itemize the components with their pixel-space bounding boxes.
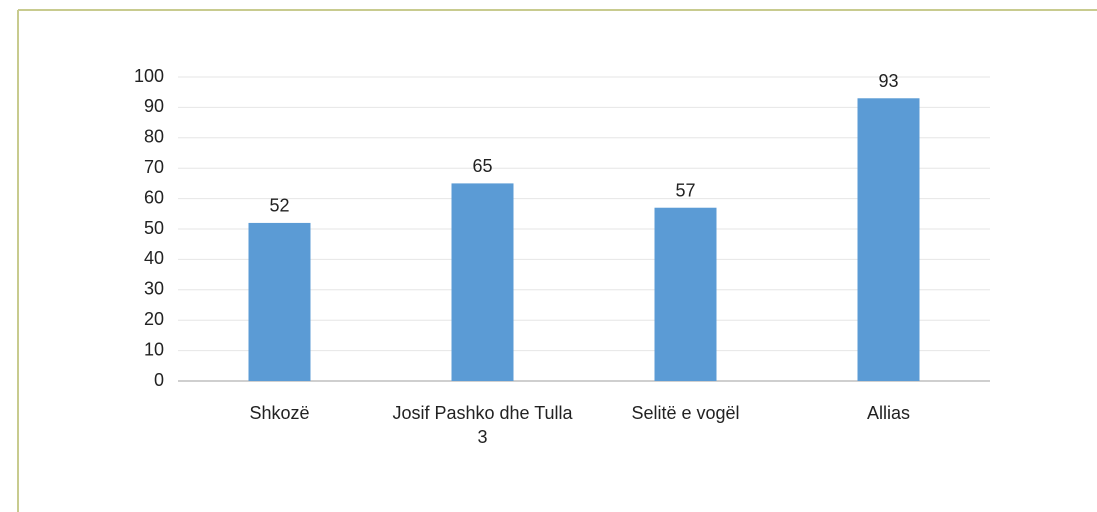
y-tick-label: 50 (144, 218, 164, 238)
bar (248, 222, 311, 381)
x-tick-label: Shkozë (249, 403, 310, 423)
bar (654, 207, 717, 381)
bar (857, 98, 920, 381)
bar (451, 183, 514, 381)
y-tick-label: 0 (154, 370, 164, 390)
y-tick-label: 40 (144, 248, 164, 268)
data-label: 65 (472, 156, 492, 176)
y-tick-label: 30 (144, 279, 164, 299)
y-tick-label: 70 (144, 157, 164, 177)
y-tick-label: 100 (134, 66, 164, 86)
x-tick-label: Josif Pashko dhe Tulla 3 (392, 403, 573, 447)
x-tick-label: Allias (866, 403, 910, 423)
y-tick-label: 20 (144, 309, 164, 329)
data-label: 93 (878, 71, 898, 91)
y-tick-label: 80 (144, 127, 164, 147)
x-tick-label: Selitë e vogël (631, 403, 740, 423)
data-label: 57 (675, 180, 695, 200)
data-label: 52 (269, 196, 289, 216)
y-tick-label: 60 (144, 187, 164, 207)
y-tick-label: 90 (144, 96, 164, 116)
y-tick-label: 10 (144, 339, 164, 359)
